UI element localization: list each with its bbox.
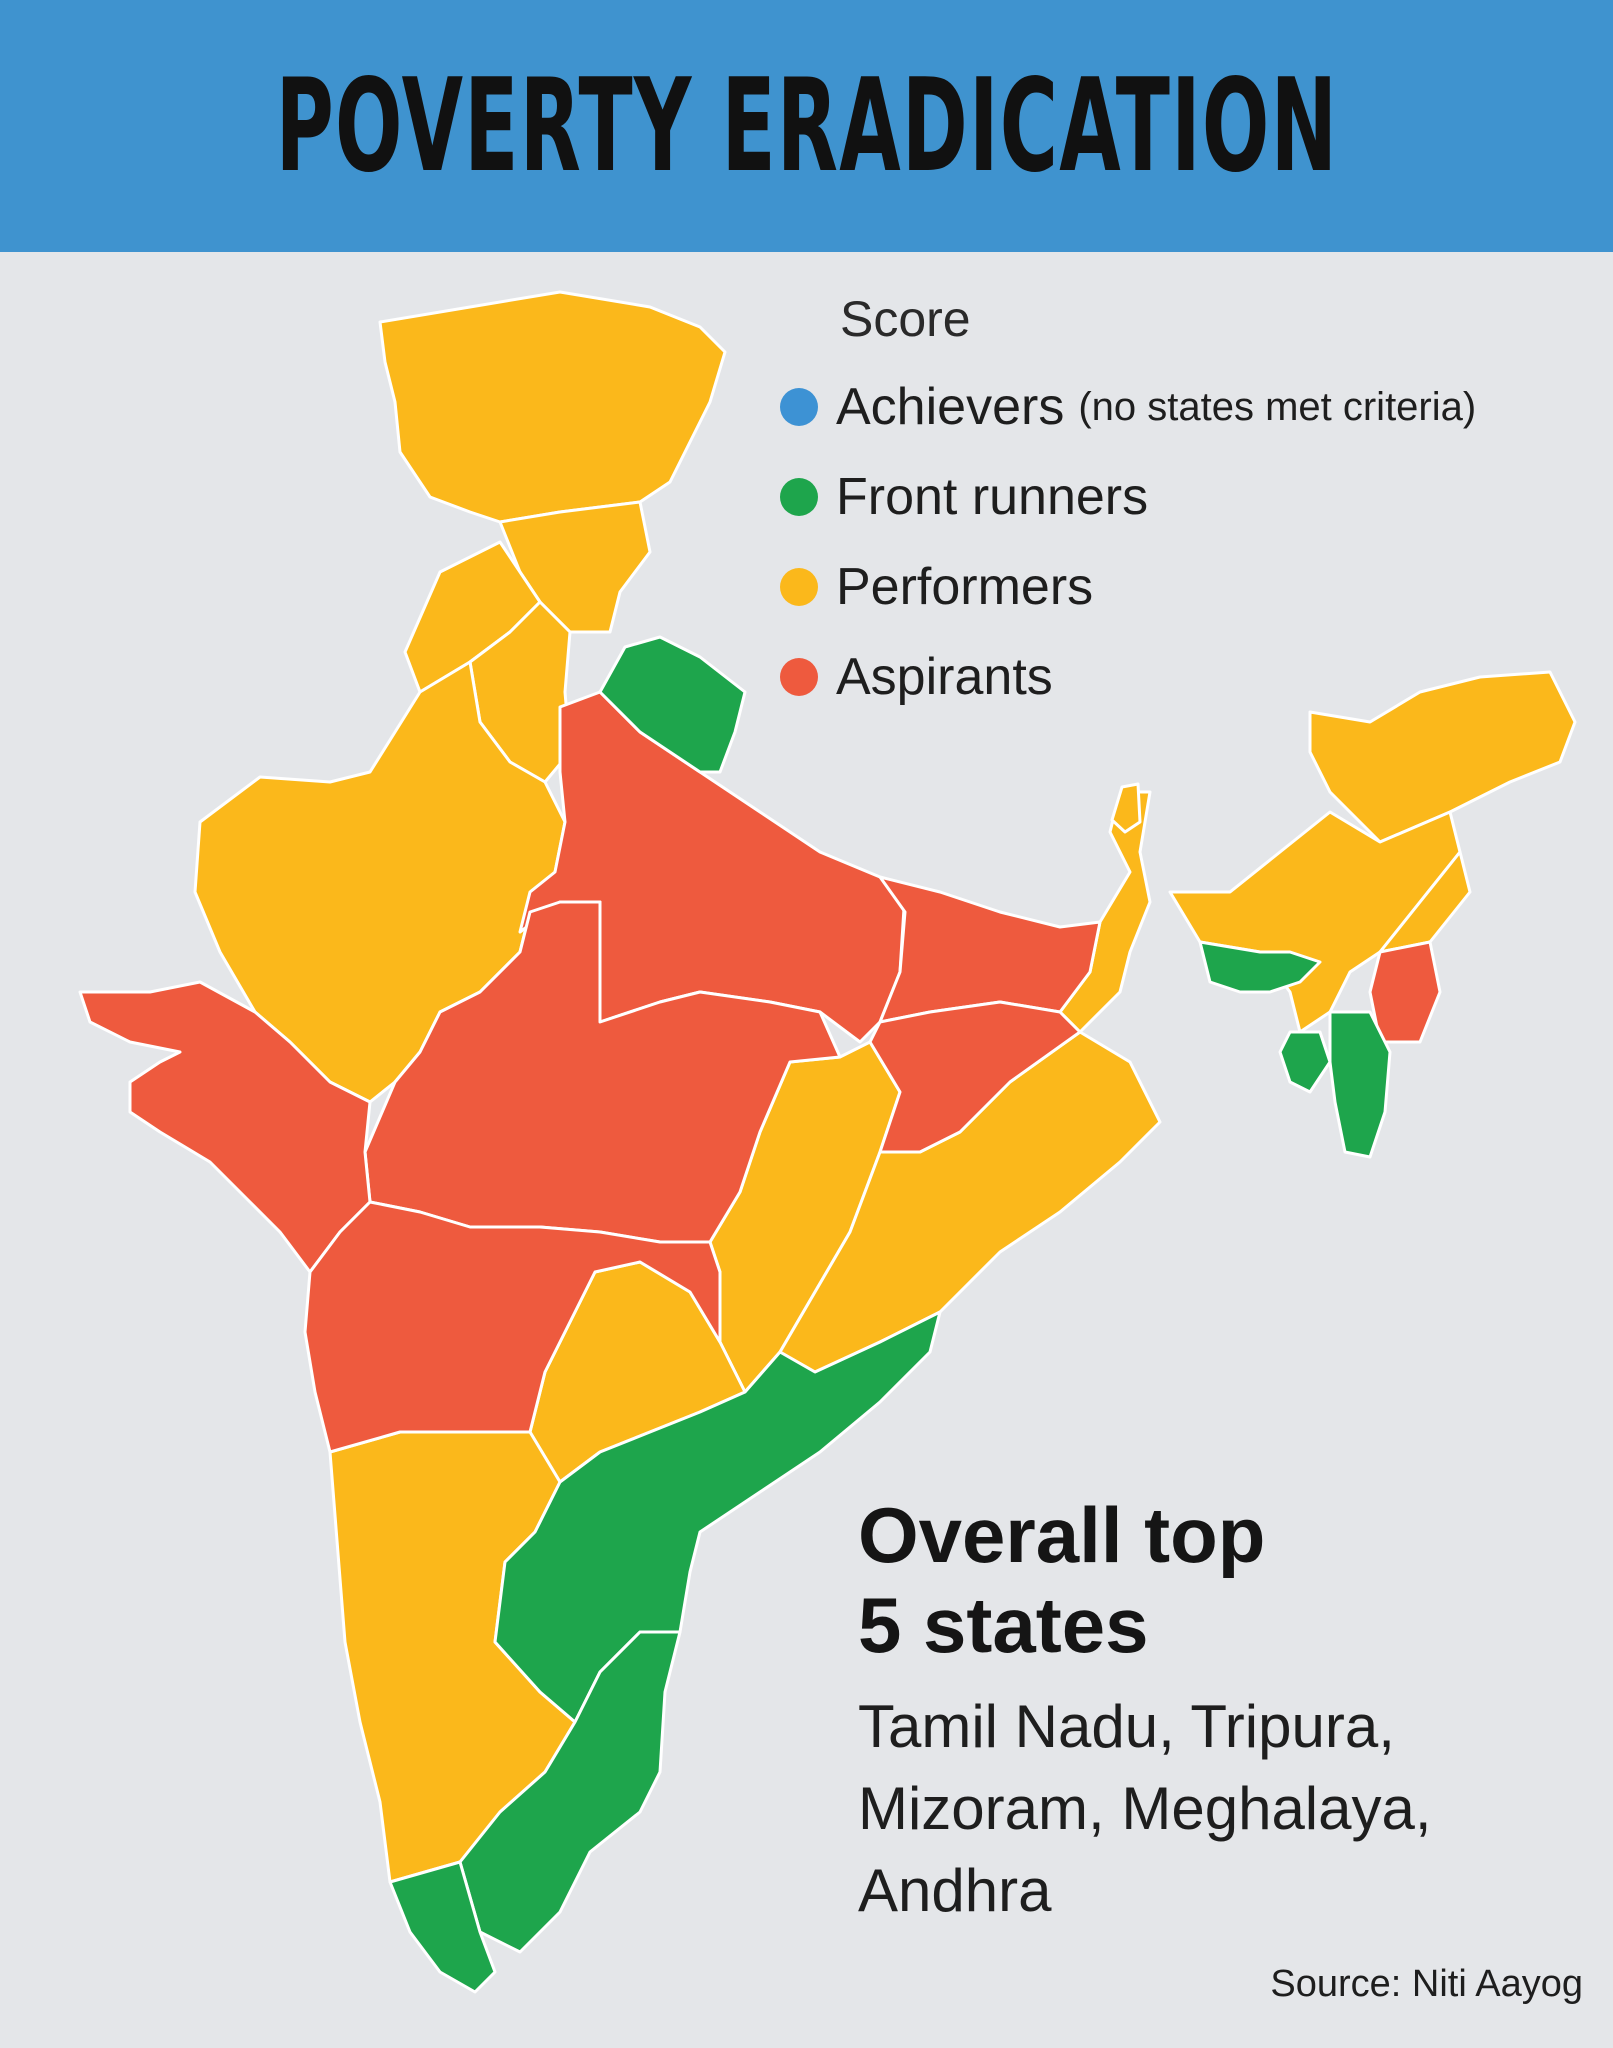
legend-label-achievers: Achievers [836, 378, 1065, 436]
legend-label-performers: Performers [836, 558, 1094, 616]
map-title: POVERTY ERADICATION [275, 51, 1338, 201]
region-maharashtra [303, 1200, 722, 1454]
region-manipur [1368, 940, 1442, 1044]
legend: Score Achievers (no states met criteria)… [780, 290, 1476, 722]
legend-note-achievers: (no states met criteria) [1078, 384, 1477, 429]
region-bihar [878, 875, 1102, 1024]
legend-item-front-runners: Front runners [780, 452, 1476, 542]
region-sikkim [1110, 782, 1142, 834]
legend-label-front-runners: Front runners [836, 468, 1149, 526]
title-banner: POVERTY ERADICATION [0, 0, 1613, 252]
legend-item-aspirants: Aspirants [780, 632, 1476, 722]
region-andhra-pradesh [493, 1310, 942, 1724]
legend-title: Score [840, 291, 971, 347]
legend-swatch-aspirants [780, 658, 818, 696]
top-states-list: Tamil Nadu, Tripura, Mizoram, Meghalaya,… [858, 1686, 1578, 1932]
region-tamil-nadu [458, 1630, 682, 1954]
region-arunachal [1308, 670, 1577, 844]
region-jharkhand [868, 1000, 1082, 1154]
top-states-line3: Andhra [858, 1857, 1052, 1924]
legend-swatch-front-runners [780, 478, 818, 516]
region-mizoram [1328, 1010, 1392, 1159]
top-states-heading-line2: 5 states [858, 1581, 1149, 1669]
region-kerala [388, 1860, 497, 1994]
top-states-block: Overall top 5 states Tamil Nadu, Tripura… [858, 1490, 1578, 1932]
source-credit: Source: Niti Aayog [1270, 1963, 1583, 2005]
top-states-line1: Tamil Nadu, Tripura, [858, 1693, 1395, 1760]
region-jammu-kashmir [378, 290, 727, 524]
region-tripura [1278, 1030, 1332, 1094]
legend-swatch-achievers [780, 388, 818, 426]
legend-label-aspirants: Aspirants [836, 648, 1053, 706]
legend-swatch-performers [780, 568, 818, 606]
legend-item-achievers: Achievers (no states met criteria) [780, 362, 1476, 452]
region-gujarat [78, 980, 372, 1274]
region-meghalaya [1198, 940, 1322, 994]
legend-item-performers: Performers [780, 542, 1476, 632]
top-states-line2: Mizoram, Meghalaya, [858, 1775, 1432, 1842]
india-map [78, 290, 1577, 1994]
region-uttarakhand [598, 635, 747, 774]
top-states-heading-line1: Overall top [858, 1491, 1266, 1579]
